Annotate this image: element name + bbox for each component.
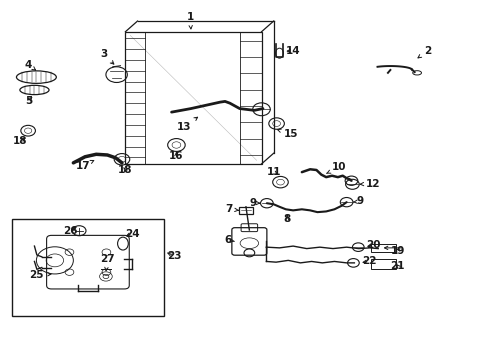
Text: 9: 9 xyxy=(353,197,363,206)
Text: 17: 17 xyxy=(76,161,94,171)
Text: 11: 11 xyxy=(266,167,280,177)
Text: 18: 18 xyxy=(118,165,132,175)
Text: 23: 23 xyxy=(166,251,181,261)
Text: 8: 8 xyxy=(283,213,290,224)
Text: 21: 21 xyxy=(389,261,404,271)
Text: 22: 22 xyxy=(361,256,375,266)
Text: 26: 26 xyxy=(63,226,78,236)
Text: 24: 24 xyxy=(125,229,140,239)
Text: 1: 1 xyxy=(186,13,193,29)
Text: 12: 12 xyxy=(360,179,380,189)
Text: 13: 13 xyxy=(176,117,197,132)
Text: 10: 10 xyxy=(326,162,346,174)
Text: 15: 15 xyxy=(277,129,298,139)
Text: 19: 19 xyxy=(390,246,404,256)
Text: 27: 27 xyxy=(100,254,115,271)
Text: 4: 4 xyxy=(25,60,36,70)
Text: 9: 9 xyxy=(249,198,259,208)
Text: 14: 14 xyxy=(285,46,300,56)
Text: 6: 6 xyxy=(224,235,234,245)
Text: 5: 5 xyxy=(25,96,32,106)
Text: 3: 3 xyxy=(100,49,114,64)
Text: 18: 18 xyxy=(13,136,27,147)
Text: 25: 25 xyxy=(29,270,51,280)
Text: 16: 16 xyxy=(169,151,183,161)
Text: 7: 7 xyxy=(225,204,238,214)
Text: 2: 2 xyxy=(417,46,430,58)
Text: 20: 20 xyxy=(366,240,380,250)
